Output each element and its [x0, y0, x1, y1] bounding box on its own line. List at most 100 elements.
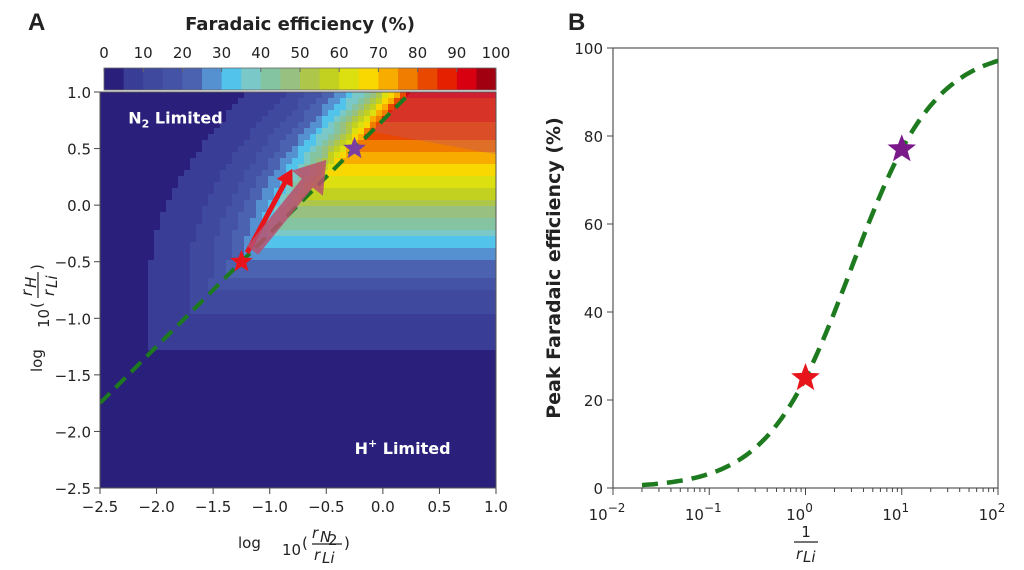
heatmap-cell: [298, 272, 305, 279]
heatmap-cell: [154, 296, 161, 303]
heatmap-cell: [280, 230, 287, 237]
heatmap-cell: [376, 158, 383, 165]
heatmap-cell: [418, 152, 425, 159]
heatmap-cell: [136, 140, 143, 147]
heatmap-cell: [298, 416, 305, 423]
heatmap-cell: [184, 404, 191, 411]
heatmap-cell: [364, 194, 371, 201]
heatmap-cell: [400, 92, 407, 99]
heatmap-cell: [280, 362, 287, 369]
heatmap-cell: [238, 374, 245, 381]
heatmap-cell: [406, 266, 413, 273]
heatmap-cell: [406, 434, 413, 441]
heatmap-cell: [112, 356, 119, 363]
heatmap-cell: [232, 218, 239, 225]
heatmap-cell: [436, 290, 443, 297]
heatmap-cell: [148, 254, 155, 261]
heatmap-cell: [292, 182, 299, 189]
heatmap-cell: [130, 284, 137, 291]
heatmap-cell: [112, 98, 119, 105]
heatmap-cell: [454, 338, 461, 345]
heatmap-cell: [370, 200, 377, 207]
heatmap-cell: [382, 404, 389, 411]
heatmap-cell: [442, 446, 449, 453]
heatmap-cell: [430, 464, 437, 471]
heatmap-cell: [190, 230, 197, 237]
heatmap-cell: [112, 386, 119, 393]
heatmap-cell: [190, 422, 197, 429]
heatmap-cell: [304, 278, 311, 285]
heatmap-cell: [220, 440, 227, 447]
heatmap-cell: [490, 122, 496, 129]
heatmap-cell: [196, 194, 203, 201]
heatmap-cell: [220, 446, 227, 453]
heatmap-cell: [280, 374, 287, 381]
heatmap-cell: [340, 188, 347, 195]
heatmap-cell: [418, 266, 425, 273]
heatmap-cell: [364, 254, 371, 261]
heatmap-cell: [328, 464, 335, 471]
svg-text:r: r: [312, 524, 319, 542]
heatmap-cell: [382, 236, 389, 243]
heatmap-cell: [478, 470, 485, 477]
heatmap-cell: [322, 452, 329, 459]
heatmap-cell: [412, 422, 419, 429]
heatmap-cell: [328, 404, 335, 411]
heatmap-cell: [412, 92, 419, 99]
heatmap-cell: [472, 194, 479, 201]
heatmap-cell: [148, 98, 155, 105]
heatmap-cell: [202, 98, 209, 105]
heatmap-cell: [220, 314, 227, 321]
heatmap-cell: [214, 170, 221, 177]
heatmap-cell: [466, 182, 473, 189]
heatmap-cell: [466, 92, 473, 99]
heatmap-cell: [310, 392, 317, 399]
heatmap-cell: [262, 416, 269, 423]
heatmap-cell: [166, 368, 173, 375]
heatmap-cell: [472, 134, 479, 141]
heatmap-cell: [376, 470, 383, 477]
heatmap-cell: [250, 452, 257, 459]
heatmap-cell: [172, 128, 179, 135]
heatmap-cell: [214, 410, 221, 417]
heatmap-cell: [262, 134, 269, 141]
heatmap-cell: [382, 476, 389, 483]
heatmap-cell: [124, 284, 131, 291]
heatmap-cell: [160, 356, 167, 363]
heatmap-cell: [184, 122, 191, 129]
heatmap-cell: [166, 350, 173, 357]
heatmap-cell: [388, 122, 395, 129]
heatmap-cell: [394, 206, 401, 213]
heatmap-cell: [310, 350, 317, 357]
heatmap-cell: [406, 140, 413, 147]
heatmap-cell: [166, 212, 173, 219]
heatmap-cell: [208, 320, 215, 327]
heatmap-cell: [226, 176, 233, 183]
heatmap-cell: [388, 314, 395, 321]
heatmap-cell: [364, 320, 371, 327]
heatmap-cell: [340, 428, 347, 435]
heatmap-cell: [148, 278, 155, 285]
heatmap-cell: [274, 356, 281, 363]
heatmap-cell: [196, 248, 203, 255]
heatmap-cell: [256, 320, 263, 327]
heatmap-cell: [490, 176, 496, 183]
heatmap-cell: [412, 98, 419, 105]
heatmap-cell: [484, 332, 491, 339]
heatmap-cell: [196, 338, 203, 345]
heatmap-cell: [472, 260, 479, 267]
heatmap-cell: [376, 482, 383, 488]
heatmap-cell: [226, 128, 233, 135]
heatmap-cell: [484, 104, 491, 111]
annotation-h-limited: H+ Limited: [355, 437, 451, 458]
heatmap-cell: [382, 128, 389, 135]
heatmap-cell: [484, 128, 491, 135]
heatmap-cell: [130, 290, 137, 297]
heatmap-cell: [256, 338, 263, 345]
heatmap-cell: [484, 176, 491, 183]
heatmap-cell: [298, 434, 305, 441]
heatmap-cell: [400, 284, 407, 291]
heatmap-cell: [280, 284, 287, 291]
heatmap-cell: [346, 218, 353, 225]
heatmap-cell: [136, 470, 143, 477]
